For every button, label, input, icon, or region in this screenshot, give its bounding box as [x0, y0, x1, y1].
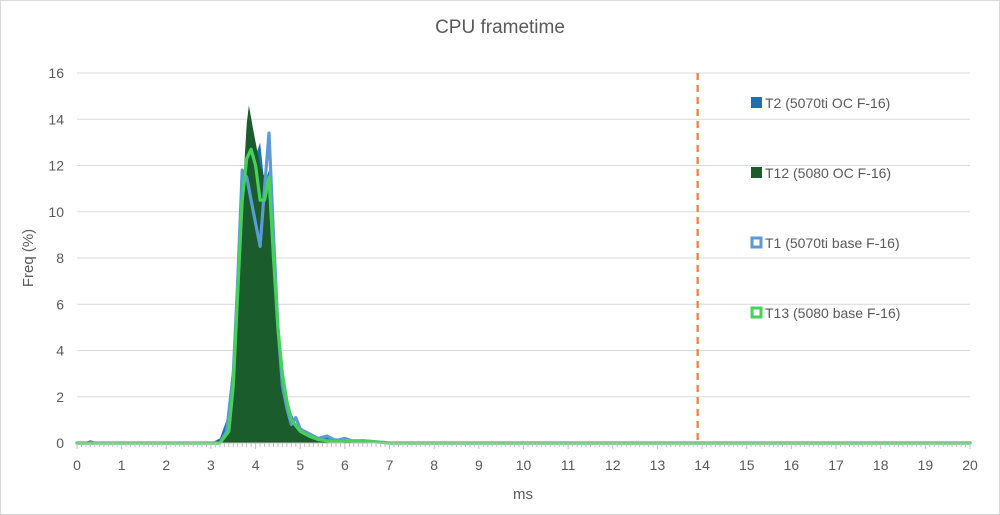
- series-layer: [75, 105, 972, 445]
- legend-swatch: [751, 167, 762, 178]
- legend-item: T1 (5070ti base F-16): [750, 235, 900, 251]
- x-tick-label: 15: [739, 457, 755, 473]
- x-axis-title: ms: [513, 486, 533, 503]
- chart-title: CPU frametime: [435, 17, 565, 38]
- y-tick-label: 6: [56, 296, 64, 312]
- y-tick-label: 14: [48, 111, 64, 127]
- legend-label: T2 (5070ti OC F-16): [765, 95, 890, 111]
- legend-item: T2 (5070ti OC F-16): [751, 95, 890, 111]
- x-tick-label: 18: [873, 457, 889, 473]
- x-tick-label: 14: [694, 457, 710, 473]
- axis-layer: [76, 442, 971, 449]
- y-tick-label: 2: [56, 389, 64, 405]
- series-line-4: [75, 147, 972, 445]
- y-tick-labels: 0 2 4 6 8 10 12 14 16: [48, 65, 64, 451]
- x-tick-label: 6: [341, 457, 349, 473]
- legend-label: T1 (5070ti base F-16): [765, 235, 900, 251]
- x-tick-label: 0: [73, 457, 81, 473]
- x-tick-label: 11: [561, 457, 576, 473]
- legend-item: T12 (5080 OC F-16): [751, 165, 891, 181]
- x-tick-label: 10: [516, 457, 532, 473]
- y-axis-title: Freq (%): [20, 229, 37, 287]
- y-tick-label: 16: [48, 65, 64, 81]
- series-area-2: [77, 105, 970, 444]
- legend-item: T13 (5080 base F-16): [750, 305, 900, 321]
- series-area-1: [77, 142, 970, 443]
- x-tick-label: 17: [828, 457, 844, 473]
- y-tick-label: 8: [56, 250, 64, 266]
- x-tick-label: 4: [252, 457, 260, 473]
- x-tick-labels: 0 1 2 3 4 5 6 7 8 9 10 11 12 13 14 15 16 17 18 19 20: [73, 457, 978, 473]
- x-tick-label: 1: [118, 457, 126, 473]
- legend-swatch: [750, 236, 763, 249]
- y-tick-label: 12: [48, 158, 64, 174]
- y-tick-label: 4: [56, 343, 64, 359]
- y-tick-label: 0: [56, 435, 64, 451]
- x-tick-label: 5: [296, 457, 304, 473]
- gridlines: [77, 72, 970, 398]
- x-tick-label: 12: [605, 457, 621, 473]
- x-tick-label: 19: [918, 457, 934, 473]
- x-tick-label: 8: [430, 457, 438, 473]
- y-tick-label: 10: [48, 204, 64, 220]
- x-tick-label: 2: [162, 457, 170, 473]
- x-tick-label: 16: [784, 457, 800, 473]
- x-tick-label: 9: [475, 457, 483, 473]
- legend: T2 (5070ti OC F-16) T12 (5080 OC F-16) T1 …: [750, 95, 900, 321]
- x-tick-label: 7: [386, 457, 394, 473]
- legend-label: T13 (5080 base F-16): [765, 305, 900, 321]
- x-tick-label: 3: [207, 457, 215, 473]
- legend-swatch: [750, 306, 763, 319]
- x-tick-label: 13: [650, 457, 666, 473]
- legend-label: T12 (5080 OC F-16): [765, 165, 891, 181]
- legend-swatch: [751, 97, 762, 108]
- x-tick-label: 20: [962, 457, 978, 473]
